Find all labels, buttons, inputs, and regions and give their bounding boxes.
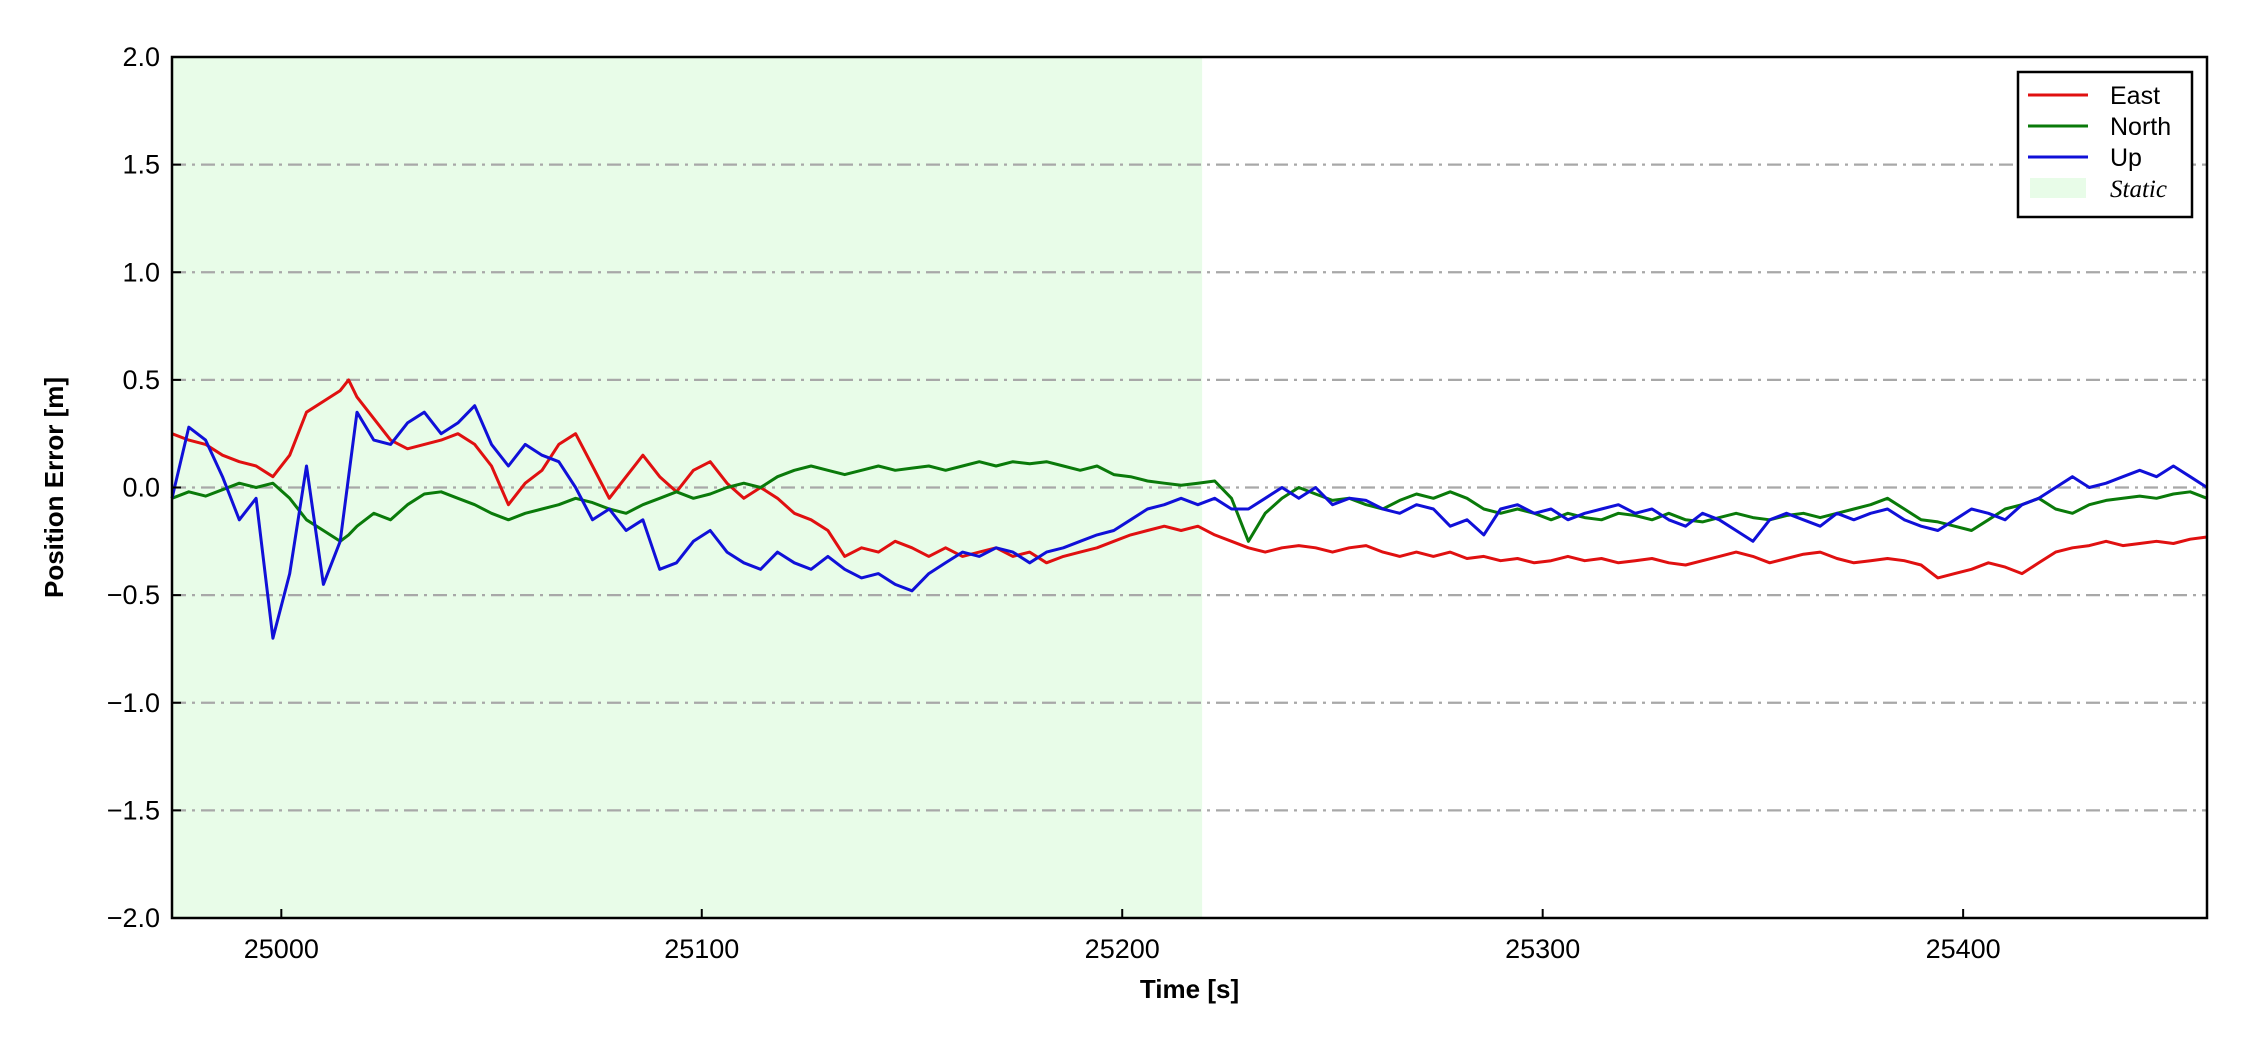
series-line-up	[170, 404, 2208, 640]
y-tick-label: 1.0	[122, 257, 160, 287]
legend-swatch-static	[2030, 178, 2086, 198]
y-tick-label: 2.0	[122, 42, 160, 72]
y-tick-label: 0.5	[122, 365, 160, 395]
y-tick-label: −1.5	[107, 795, 160, 825]
y-axis-title: Position Error [m]	[39, 377, 69, 598]
axis-ticks: 25000 25100 25200 25300 25400 2.0 1.5 1.0 0.5 0.0…	[107, 42, 2001, 964]
y-tick-label: 1.5	[122, 150, 160, 180]
x-tick-label: 25100	[664, 934, 739, 964]
legend-label-north: North	[2110, 113, 2171, 141]
legend: East North Up Static	[2016, 70, 2194, 219]
y-tick-label: −2.0	[107, 903, 160, 933]
x-tick-label: 25300	[1505, 934, 1580, 964]
horizontal-gridlines	[172, 163, 2207, 812]
y-tick-label: −1.0	[107, 688, 160, 718]
series-layer	[170, 378, 2208, 640]
legend-label-up: Up	[2110, 144, 2142, 172]
x-axis-title: Time [s]	[1140, 974, 1239, 1004]
x-tick-label: 25200	[1085, 934, 1160, 964]
x-tick-label: 25400	[1926, 934, 2001, 964]
y-tick-label: −0.5	[107, 580, 160, 610]
series-line-east	[171, 378, 2208, 580]
series-line-north	[171, 460, 2208, 543]
x-tick-label: 25000	[244, 934, 319, 964]
legend-label-east: East	[2110, 82, 2160, 110]
y-tick-label: 0.0	[122, 473, 160, 503]
legend-label-static: Static	[2110, 176, 2167, 203]
